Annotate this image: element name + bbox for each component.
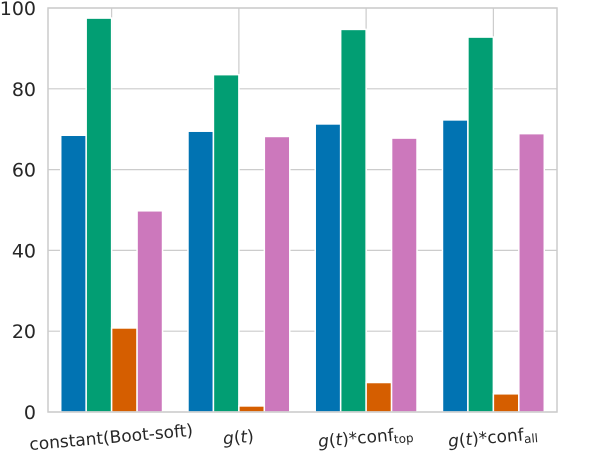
bar-series1-cat1 bbox=[59, 134, 87, 413]
bar-series3-cat4 bbox=[492, 393, 520, 413]
bar-series1-cat2 bbox=[187, 130, 215, 413]
bar-series2-cat4 bbox=[467, 36, 495, 413]
bar-series3-cat3 bbox=[365, 381, 393, 413]
x-tick-labels: constant(Boot-soft) g(t) g(t)*conftop g(t)*… bbox=[29, 421, 539, 455]
bar-series3-cat2 bbox=[238, 405, 266, 413]
bar-series2-cat1 bbox=[85, 17, 113, 413]
bar-series2-cat2 bbox=[212, 73, 240, 413]
y-tick-label-3: 60 bbox=[12, 160, 36, 182]
y-tick-label-4: 80 bbox=[12, 79, 36, 101]
x-tick-label-1: constant(Boot-soft) bbox=[29, 421, 194, 455]
bar-series1-cat3 bbox=[314, 123, 342, 413]
bar-series4-cat3 bbox=[390, 137, 418, 413]
x-tick-label-2: g(t) bbox=[222, 427, 254, 450]
y-tick-labels: 0 20 40 60 80 100 bbox=[0, 0, 36, 424]
plot-frame bbox=[47, 7, 558, 413]
bar-series4-cat4 bbox=[518, 132, 546, 413]
x-tick-label-4: g(t)*confall bbox=[447, 424, 538, 453]
y-tick-label-5: 100 bbox=[0, 0, 36, 20]
x-tick-label-3: g(t)*conftop bbox=[317, 424, 414, 453]
bars bbox=[59, 17, 546, 413]
bar-series3-cat1 bbox=[110, 327, 138, 413]
bar-series4-cat2 bbox=[263, 135, 291, 413]
bar-series1-cat4 bbox=[441, 119, 469, 413]
y-tick-label-0: 0 bbox=[24, 402, 36, 424]
bar-series2-cat3 bbox=[339, 28, 367, 413]
y-tick-label-1: 20 bbox=[12, 321, 36, 343]
bar-series4-cat1 bbox=[136, 210, 164, 413]
y-tick-label-2: 40 bbox=[12, 240, 36, 262]
